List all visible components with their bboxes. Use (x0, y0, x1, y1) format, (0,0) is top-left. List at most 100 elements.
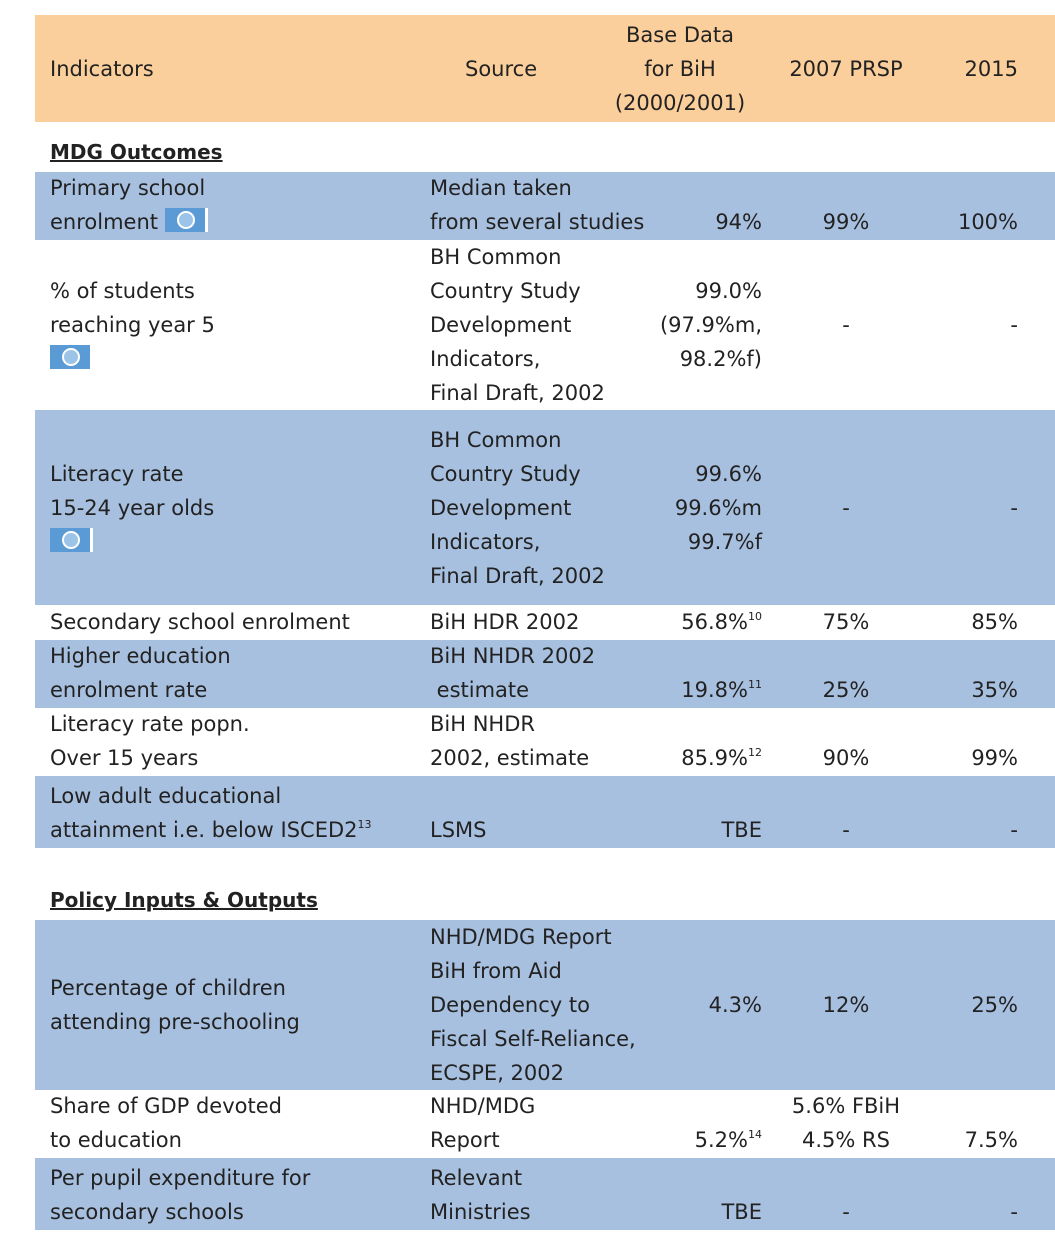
cell-text: Per pupil expenditure for secondary scho… (50, 1161, 430, 1229)
cell-text: - (1010, 308, 1018, 342)
cell-text: BH Common Country Study Development Indi… (430, 240, 660, 410)
cell: - (762, 410, 930, 605)
text: - (1010, 313, 1018, 337)
text: 94% (715, 210, 762, 234)
cell: Literacy rate 15-24 year olds (50, 410, 430, 605)
text: 99% (822, 210, 870, 234)
cell-text: NHD/MDG Report (430, 1089, 660, 1157)
cell: 99% (930, 708, 1018, 776)
cell: - (762, 776, 930, 848)
cell: Primary school enrolment (50, 172, 430, 240)
text: NHD/MDG Report (430, 1094, 536, 1152)
cell-text: 4.3% (709, 988, 762, 1022)
cell: 75% (762, 605, 930, 640)
text: TBE (721, 1200, 762, 1224)
cell: Percentage of children attending pre-sch… (50, 920, 430, 1090)
cell-text: 99% (971, 741, 1018, 775)
cell-text: Literacy rate 15-24 year olds (50, 457, 430, 559)
cell: Literacy rate popn. Over 15 years (50, 708, 430, 776)
cell-text: 5.6% FBiH 4.5% RS (792, 1089, 900, 1157)
text: Secondary school enrolment (50, 610, 350, 634)
cell: 35% (930, 640, 1018, 708)
text: BH Common Country Study Development Indi… (430, 427, 605, 588)
cell: 85% (930, 605, 1018, 640)
header-text: 2007 PRSP (789, 56, 903, 81)
header-cell: Source (430, 15, 695, 122)
cell: BiH NHDR 2002, estimate (430, 708, 660, 776)
header-text: Indicators (50, 56, 154, 81)
cell: - (762, 1158, 930, 1230)
text: 5.6% FBiH 4.5% RS (791, 1094, 901, 1152)
text: - (842, 495, 850, 520)
un-logo-line (50, 525, 430, 559)
cell-text: 100% (958, 205, 1018, 239)
cell-text: - (842, 813, 850, 847)
cell: TBE (615, 776, 762, 848)
cell: BH Common Country Study Development Indi… (430, 240, 660, 410)
section-title: Policy Inputs & Outputs (50, 888, 318, 912)
table-row: Literacy rate popn. Over 15 years BiH NHD… (35, 708, 1055, 776)
text: 12% (822, 993, 870, 1017)
text: Relevant Ministries (430, 1166, 531, 1224)
cell: 99.6% 99.6%m 99.7%f (615, 410, 762, 605)
cell: 12% (762, 920, 930, 1090)
cell: 94% (615, 172, 762, 240)
cell-text: BiH NHDR 2002, estimate (430, 707, 660, 775)
table-row: Per pupil expenditure for secondary scho… (35, 1158, 1055, 1230)
cell-text: % of students reaching year 5 (50, 274, 430, 376)
cell-text: NHD/MDG Report BiH from Aid Dependency t… (430, 920, 660, 1090)
cell-text: LSMS (430, 813, 660, 847)
cell: Per pupil expenditure for secondary scho… (50, 1158, 430, 1230)
text: Literacy rate 15-24 year olds (50, 461, 215, 520)
text: 19.8% (681, 678, 748, 702)
un-logo (50, 345, 93, 369)
cell-text: - (1010, 491, 1018, 525)
cell-text: 19.8%11 (681, 673, 762, 707)
text: Percentage of children attending pre-sch… (50, 976, 300, 1034)
cell: Higher education enrolment rate (50, 640, 430, 708)
cell: 99% (762, 172, 930, 240)
cell: 85.9%12 (615, 708, 762, 776)
cell: BH Common Country Study Development Indi… (430, 410, 660, 605)
text: Share of GDP devoted to education (50, 1094, 282, 1152)
text: 85.9% (681, 746, 748, 770)
footnote-ref: 11 (748, 678, 762, 691)
cell: 7.5% (930, 1092, 1018, 1158)
cell-text: TBE (721, 813, 762, 847)
text: Per pupil expenditure for secondary scho… (50, 1166, 311, 1224)
cell: 25% (930, 920, 1018, 1090)
text: BiH NHDR 2002, estimate (430, 712, 590, 770)
header-cell: Base Data for BiH (2000/2001) (595, 15, 765, 122)
cell: 5.2%14 (615, 1092, 762, 1158)
cell-text: 5.2%14 (695, 1123, 762, 1157)
cell-text: BH Common Country Study Development Indi… (430, 423, 660, 593)
cell: 56.8%10 (615, 605, 762, 640)
cell-text: Share of GDP devoted to education (50, 1089, 430, 1157)
cell-text: 12% (823, 988, 870, 1022)
cell: Median taken from several studies (430, 172, 660, 240)
cell: BiH HDR 2002 (430, 605, 660, 640)
text: BiH NHDR 2002 estimate (430, 644, 596, 702)
footnote-ref: 10 (748, 610, 762, 623)
text: Literacy rate popn. Over 15 years (50, 712, 250, 770)
text: 25% (971, 993, 1018, 1017)
cell-text: BiH NHDR 2002 estimate (430, 639, 660, 707)
un-logo-line (50, 342, 430, 376)
text: - (842, 818, 850, 842)
cell-text: - (1010, 813, 1018, 847)
cell-text: 56.8%10 (681, 605, 762, 639)
cell-text: 99.6% 99.6%m 99.7%f (675, 457, 762, 559)
cell-text: 90% (823, 741, 870, 775)
cell: Share of GDP devoted to education (50, 1092, 430, 1158)
text: TBE (721, 818, 762, 842)
cell: - (930, 1158, 1018, 1230)
text: NHD/MDG Report BiH from Aid Dependency t… (430, 925, 636, 1085)
cell-text: 25% (971, 988, 1018, 1022)
text: 85% (971, 610, 1018, 634)
text: - (842, 1200, 850, 1224)
header-text: Source (465, 56, 538, 81)
text: 99.6% 99.6%m 99.7%f (674, 461, 762, 554)
cell-text: 75% (823, 605, 870, 639)
table-row: Higher education enrolment rate BiH NHDR … (35, 640, 1055, 708)
table-row: Low adult educational attainment i.e. be… (35, 776, 1055, 848)
